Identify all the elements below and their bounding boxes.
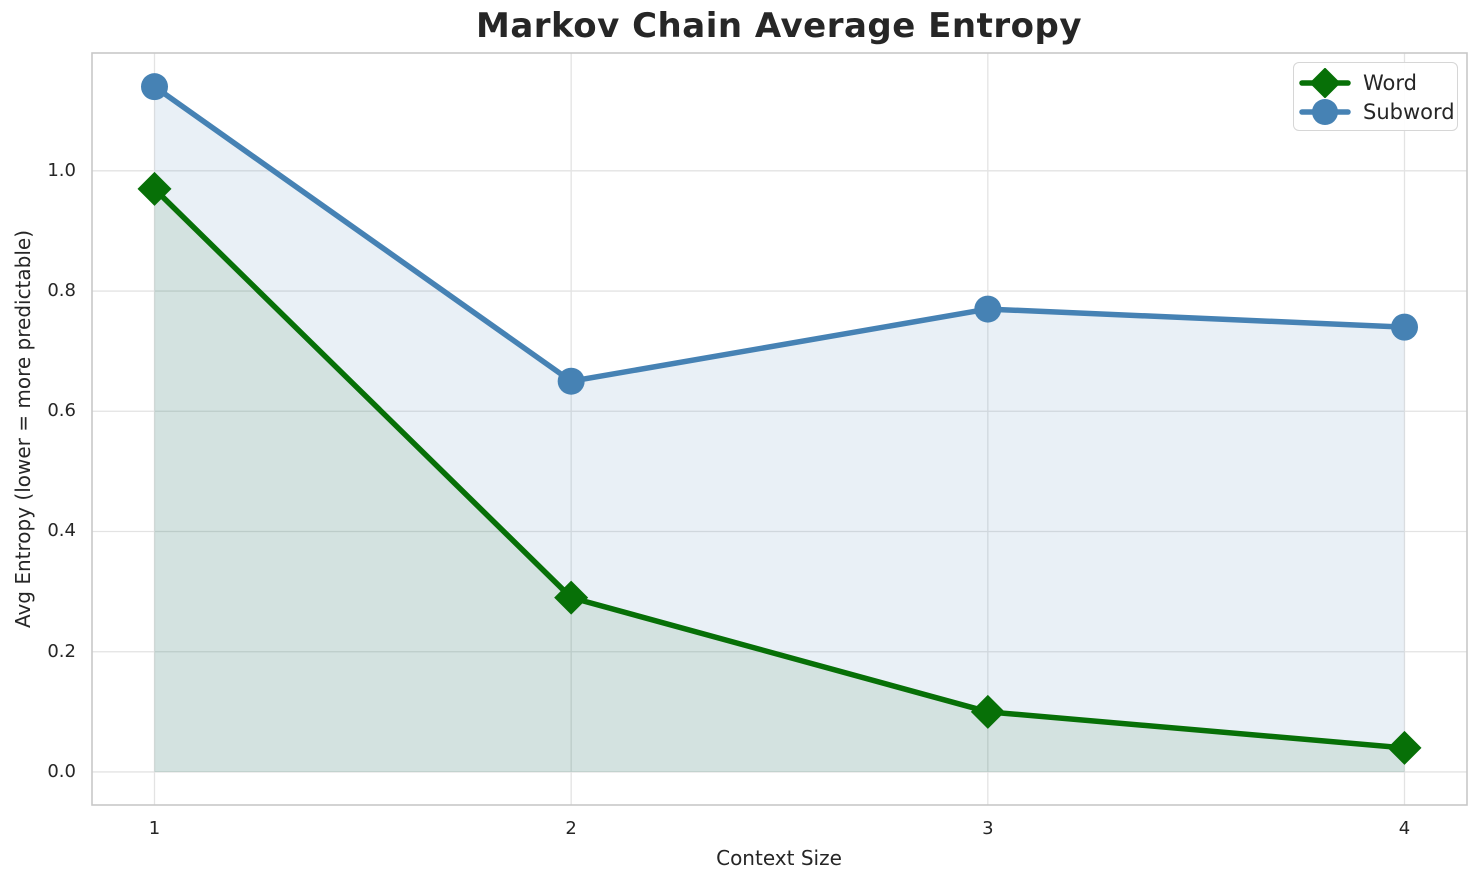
circle-marker xyxy=(1391,313,1418,341)
diamond-marker xyxy=(137,171,172,206)
circle-marker xyxy=(974,295,1002,323)
y-tick-label: 1.0 xyxy=(47,159,76,181)
x-tick-label: 2 xyxy=(565,818,577,839)
plot-border xyxy=(91,52,1468,806)
diamond-marker xyxy=(554,580,589,615)
legend-marker xyxy=(1312,98,1338,125)
legend-label: Word xyxy=(1363,70,1417,95)
gridlines xyxy=(92,53,1467,805)
y-tick-label: 0.4 xyxy=(47,520,76,542)
y-tick-label: 0.8 xyxy=(47,280,76,302)
series-line-word xyxy=(151,186,1408,751)
legend-marker xyxy=(1309,67,1341,98)
legend-diamond-icon xyxy=(1299,67,1351,98)
circle-marker xyxy=(557,367,585,395)
chart-title: Markov Chain Average Entropy xyxy=(476,6,1082,46)
series-fill-word xyxy=(154,188,1405,772)
series-fill-subword xyxy=(154,86,1405,772)
diamond-marker xyxy=(1387,730,1422,765)
legend-label: Subword xyxy=(1363,99,1455,124)
legend-circle-icon xyxy=(1299,98,1351,125)
legend-item-word: Word xyxy=(1294,67,1457,98)
circle-marker xyxy=(141,73,168,101)
y-tick-label: 0.6 xyxy=(47,400,76,422)
diamond-marker xyxy=(970,694,1005,729)
x-tick-label: 1 xyxy=(148,818,161,839)
legend: Word Subword xyxy=(1293,62,1458,131)
series-markers-subword xyxy=(141,73,1418,395)
x-tick-label: 4 xyxy=(1398,818,1411,839)
x-axis-label: Context Size xyxy=(716,846,842,870)
x-tick-label: 3 xyxy=(982,818,994,839)
series-line-subword xyxy=(151,83,1408,384)
y-tick-label: 0.2 xyxy=(47,640,76,662)
y-tick-label: 0.0 xyxy=(47,760,76,782)
legend-item-subword: Subword xyxy=(1294,97,1457,126)
series-markers-word xyxy=(137,171,1422,765)
